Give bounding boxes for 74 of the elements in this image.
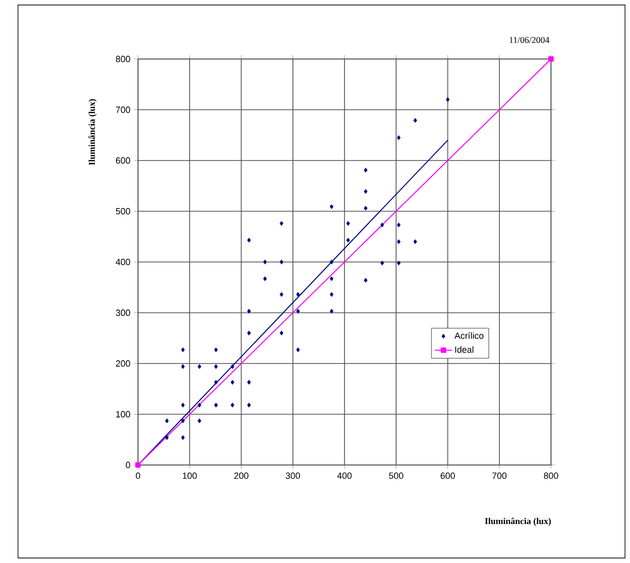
point xyxy=(330,260,334,264)
point xyxy=(396,260,401,266)
point xyxy=(181,418,185,424)
y-tick-label: 100 xyxy=(116,411,130,418)
point xyxy=(280,221,284,226)
point xyxy=(198,418,202,424)
y-tick-label: 800 xyxy=(116,56,130,62)
point xyxy=(165,418,169,424)
x-tick-label: 0 xyxy=(136,472,140,479)
point xyxy=(330,292,334,297)
point xyxy=(296,292,300,297)
point xyxy=(280,292,284,297)
point xyxy=(296,347,300,352)
point xyxy=(296,308,300,314)
point xyxy=(214,364,218,369)
point xyxy=(364,168,368,173)
point xyxy=(230,402,234,408)
y-tick-label: 600 xyxy=(116,157,130,164)
y-tick-label: 300 xyxy=(116,310,130,316)
point xyxy=(181,402,185,408)
point xyxy=(380,260,384,266)
point xyxy=(214,347,218,352)
point xyxy=(263,260,267,264)
x-tick-label: 500 xyxy=(389,472,404,479)
x-tick-label: 700 xyxy=(492,472,507,479)
x-tick-label: 400 xyxy=(337,472,352,479)
point xyxy=(396,239,401,244)
point xyxy=(181,364,185,369)
point xyxy=(230,380,234,385)
point xyxy=(396,222,401,228)
x-tick-label: 300 xyxy=(286,472,300,479)
x-axis-title: Iluminância (lux) xyxy=(485,518,551,526)
point xyxy=(413,118,418,123)
x-tick-label: 600 xyxy=(440,472,455,479)
point xyxy=(413,239,418,244)
x-tick-label: 200 xyxy=(234,472,248,479)
point xyxy=(330,276,334,282)
point xyxy=(364,206,368,211)
point xyxy=(380,222,384,228)
point xyxy=(247,402,251,408)
legend-label: Acrílico xyxy=(454,332,484,339)
point xyxy=(364,278,368,283)
point xyxy=(280,330,284,336)
point xyxy=(181,347,185,352)
y-tick-label: 500 xyxy=(116,208,130,214)
point xyxy=(346,238,350,243)
x-tick-label: 800 xyxy=(544,472,558,479)
point xyxy=(330,204,334,210)
point xyxy=(364,189,368,194)
y-tick-label: 700 xyxy=(116,106,130,113)
point xyxy=(181,435,185,440)
point xyxy=(198,364,202,369)
text: 11/06/2004 xyxy=(510,36,550,44)
y-axis-title: Iluminância (lux) xyxy=(88,99,97,166)
point xyxy=(214,380,218,385)
point xyxy=(346,221,350,226)
x-tick-label: 100 xyxy=(182,472,197,479)
point xyxy=(446,97,450,102)
point xyxy=(247,308,251,314)
legend-label: Ideal xyxy=(455,346,474,353)
point xyxy=(230,364,234,369)
y-tick-label: 400 xyxy=(116,258,130,266)
y-tick-label: 200 xyxy=(116,360,130,367)
point xyxy=(280,260,284,264)
point xyxy=(263,276,267,282)
point xyxy=(165,435,169,440)
point xyxy=(247,238,251,243)
point xyxy=(247,380,251,385)
point xyxy=(198,402,202,408)
point xyxy=(214,402,218,408)
point xyxy=(396,135,401,140)
point xyxy=(330,308,334,314)
point xyxy=(247,330,251,336)
y-tick-label: 0 xyxy=(126,462,130,468)
